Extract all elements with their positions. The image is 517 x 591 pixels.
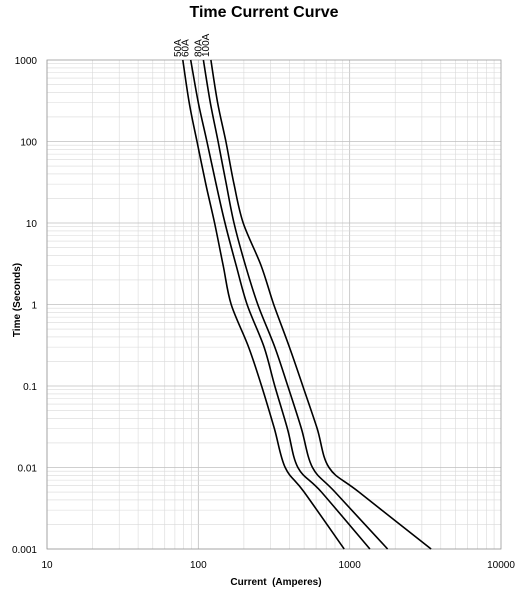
grid [46,60,501,550]
curve-50a [182,59,345,550]
y-tick-label: 0.001 [12,545,37,556]
y-tick-label: 1000 [15,56,38,67]
x-tick-label: 10000 [487,560,515,571]
x-tick-label: 100 [190,560,207,571]
y-tick-label: 10 [26,219,38,230]
y-axis-title: Time (Seconds) [12,263,23,337]
curve-60a [189,59,371,550]
y-tick-label: 100 [20,138,37,149]
series-label-50a: 50A [173,39,184,57]
x-axis-title: Current (Amperes) [230,577,321,588]
x-tick-label: 1000 [339,560,362,571]
plot-frame [46,59,502,550]
series-label-80a: 80A [193,39,204,57]
tick-labels: 10 100 1000 10000 0.001 0.01 0.1 1 10 100 1000 [12,56,515,571]
y-tick-label: 0.1 [23,382,37,393]
y-tick-label: 0.01 [18,464,38,475]
series-label-60a: 60A [181,39,192,57]
x-tick-label: 10 [41,560,53,571]
curve-100a [210,59,432,550]
curve-80a [202,59,389,550]
curves [182,59,432,550]
series-label-100a: 100A [201,33,212,57]
y-tick-label: 1 [31,301,37,312]
chart-title: Time Current Curve [189,4,338,21]
